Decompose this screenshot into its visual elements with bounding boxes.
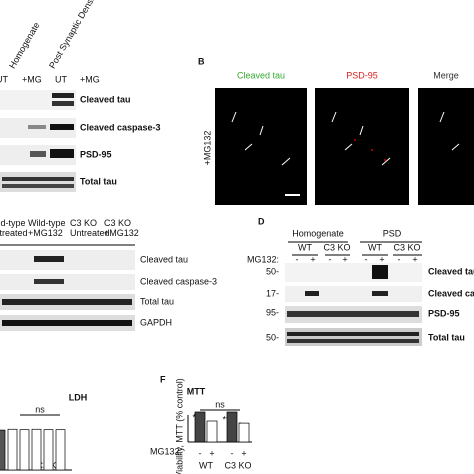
micrographs xyxy=(215,88,474,205)
bar xyxy=(31,428,42,471)
row-label: Cleaved caspase-3 xyxy=(80,122,161,132)
bar xyxy=(226,411,238,443)
panel-letter: D xyxy=(258,216,265,226)
lane-label: C3 KO Untreated xyxy=(70,218,110,238)
bar xyxy=(19,429,30,471)
genotype-label: WT xyxy=(368,242,382,252)
ns: ns xyxy=(35,404,45,414)
header: Post Synaptic Density xyxy=(47,0,100,70)
row-label: Cleaved tau xyxy=(428,266,474,276)
bar xyxy=(55,429,66,471)
bar xyxy=(0,429,6,471)
treatment-label: MG132: xyxy=(247,254,279,264)
sign: + xyxy=(241,448,246,458)
row-label: PSD-95 xyxy=(428,308,460,318)
row-label: Cleaved tau xyxy=(80,94,131,104)
y-axis-label: Viability, MTT (% control) xyxy=(174,378,184,474)
sign: - xyxy=(365,254,368,264)
lane-label: C3 KO +MG132 xyxy=(104,218,139,238)
row-label: Cleaved tau xyxy=(140,254,188,264)
bar xyxy=(238,422,250,443)
treatment-label: MG132: xyxy=(150,446,182,456)
panel-letter: B xyxy=(198,56,205,66)
column-label: PSD-95 xyxy=(346,70,378,80)
blots-a xyxy=(0,90,76,192)
bar xyxy=(7,428,18,471)
genotype-label: C3 KO xyxy=(393,242,420,252)
blots-d xyxy=(285,241,422,346)
group-label: WT xyxy=(199,460,213,470)
sign: - xyxy=(398,254,401,264)
row-label: Total tau xyxy=(428,332,465,342)
marker: 50- xyxy=(266,266,279,276)
lane-label: Wild-type +MG132 xyxy=(28,218,66,238)
row-label: PSD-95 xyxy=(80,149,112,159)
bar xyxy=(43,429,54,471)
column-label: Cleaved tau xyxy=(237,70,285,80)
lane-label: UT xyxy=(0,74,8,84)
ns: ns xyxy=(215,399,225,409)
blots-c xyxy=(0,244,135,331)
group-label: Homogenate xyxy=(292,228,344,238)
group-label: PSD xyxy=(383,228,402,238)
row-label: Total tau xyxy=(80,176,117,186)
marker: 95- xyxy=(266,307,279,317)
sign: + xyxy=(209,448,214,458)
marker: 17- xyxy=(266,288,279,298)
sign: - xyxy=(199,448,202,458)
lane-label: UT xyxy=(55,74,67,84)
lane-label: Wild-typeUntreated xyxy=(0,218,28,238)
panel-letter: F xyxy=(160,374,166,384)
lane-label: +MG xyxy=(80,74,100,84)
sign: - xyxy=(231,448,234,458)
sign: - xyxy=(329,254,332,264)
sign: + xyxy=(310,254,315,264)
header: Homogenate xyxy=(7,21,41,71)
row-label: +MG132 xyxy=(202,131,212,166)
significance: ** xyxy=(222,414,230,424)
column-label: Merge xyxy=(433,70,459,80)
genotype-label: C3 KO xyxy=(323,242,350,252)
chart-title: LDH xyxy=(69,392,88,402)
sign: + xyxy=(342,254,347,264)
bar xyxy=(206,420,218,443)
lane-label: +MG xyxy=(22,74,42,84)
sign: - xyxy=(296,254,299,264)
sign: + xyxy=(412,254,417,264)
group-label: C3 KO xyxy=(224,460,251,470)
row-label: Total tau xyxy=(140,296,174,306)
chart-title: MTT xyxy=(187,386,206,396)
row-label: GAPDH xyxy=(140,317,172,327)
genotype-label: WT xyxy=(298,242,312,252)
sign: + xyxy=(379,254,384,264)
bar xyxy=(194,411,206,443)
row-label: Cleaved caspase-3 xyxy=(428,288,474,298)
row-label: Cleaved caspase-3 xyxy=(140,276,217,286)
marker: 50- xyxy=(266,332,279,342)
